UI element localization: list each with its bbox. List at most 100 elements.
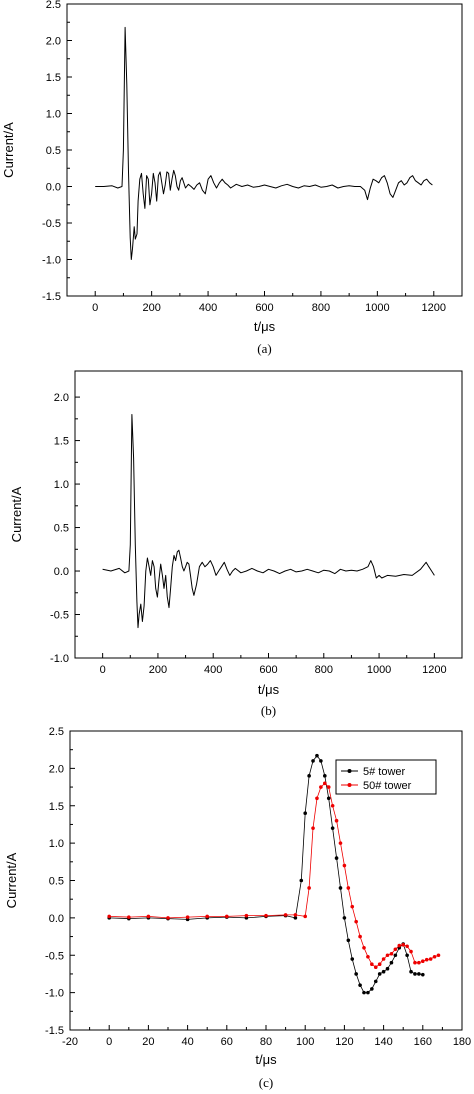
legend: 5# tower 50# tower: [335, 759, 437, 795]
data-point: [362, 990, 366, 995]
data-point: [366, 954, 370, 959]
plot-frame: [66, 3, 463, 297]
data-point: [299, 878, 304, 883]
x-tick-label: 80: [260, 1036, 272, 1048]
plot-frame: [74, 370, 463, 659]
data-point: [362, 945, 366, 950]
data-point: [264, 913, 268, 918]
data-point: [393, 953, 398, 958]
y-tick-label: 0.5: [46, 145, 61, 157]
legend-swatch-marker: [347, 783, 352, 787]
data-point: [393, 947, 398, 952]
data-point: [385, 953, 390, 958]
data-point: [358, 983, 362, 987]
x-tick-label: 1000: [367, 664, 391, 676]
x-tick-label: 0: [100, 664, 106, 676]
chart-panel-3: -20 0 20 40 60 80 100 120 140 160 180 -1.5 -1.0 -0.5 0…: [4, 726, 471, 1090]
y-tick-label: 1.5: [54, 436, 69, 448]
y-axis-label: Current/A: [4, 852, 19, 908]
x-tick-label: 800: [312, 302, 330, 314]
x-tick-label: 200: [149, 664, 167, 676]
x-tick-label: 20: [142, 1036, 154, 1048]
y-tick-label: 2.0: [46, 36, 61, 48]
data-point: [334, 856, 339, 860]
x-tick-label: 60: [221, 1036, 233, 1048]
y-tick-label: 1.0: [46, 109, 61, 121]
x-tick-label: 600: [255, 302, 273, 314]
x-tick-label: 400: [204, 664, 222, 676]
y-axis-label: Current/A: [1, 122, 16, 178]
data-point: [330, 826, 335, 830]
x-axis-label: t/μs: [258, 682, 280, 697]
x-tick-label: 160: [414, 1036, 432, 1048]
y-tick-label: 2.0: [49, 763, 64, 775]
y-tick-label: -0.5: [42, 218, 61, 230]
data-point: [377, 972, 382, 976]
data-point: [205, 914, 209, 919]
data-point: [293, 913, 298, 917]
x-tick-label: -20: [62, 1036, 78, 1048]
y-tick-label: -1.0: [42, 255, 61, 267]
data-point: [323, 774, 327, 778]
data-point: [417, 960, 421, 965]
data-point: [436, 953, 441, 958]
x-tick-label: 0: [106, 1036, 112, 1048]
x-tick-label: 140: [374, 1036, 392, 1048]
data-point: [377, 962, 382, 967]
data-point: [358, 934, 362, 939]
data-point: [381, 957, 386, 961]
y-tick-label: 1.0: [54, 479, 69, 491]
y-tick-label: -1.5: [45, 1025, 64, 1037]
data-point: [185, 915, 190, 919]
y-tick-label: 1.0: [49, 838, 64, 850]
data-point: [326, 785, 331, 789]
data-point: [107, 914, 111, 919]
data-point: [326, 796, 331, 801]
data-point: [323, 781, 327, 786]
y-tick-label: 0.0: [54, 566, 69, 578]
panel-caption: (c): [259, 1075, 273, 1090]
x-tick-label: 100: [296, 1036, 314, 1048]
data-point: [370, 962, 374, 967]
data-point: [334, 818, 339, 823]
data-point: [350, 904, 355, 909]
x-tick-label: 120: [335, 1036, 353, 1048]
chart-panel-2: 0 200 400 600 800 1000 1200 -1.0 -0.5 0.0 0.5 1.0 1.…: [9, 370, 463, 718]
data-point: [370, 987, 374, 991]
x-tick-label: 600: [259, 664, 277, 676]
x-tick-label: 0: [92, 302, 98, 314]
data-point: [432, 954, 437, 959]
data-point: [311, 759, 315, 763]
y-axis-label: Current/A: [9, 486, 24, 542]
data-point: [413, 960, 417, 965]
chart-panel-1: 0 200 400 600 800 1000 1200 -1.5 -1.0 -0.5 0.0 0.5 1…: [1, 0, 463, 356]
y-tick-label: 2.5: [49, 726, 64, 738]
data-point: [389, 960, 394, 965]
data-point: [338, 841, 343, 845]
y-tick-label: 0.0: [46, 182, 61, 194]
x-tick-label: 180: [453, 1036, 471, 1048]
data-point: [303, 914, 308, 919]
y-tick-label: 0.0: [49, 913, 64, 925]
data-point: [307, 774, 311, 778]
y-tick-label: 2.0: [54, 392, 69, 404]
data-point: [293, 916, 298, 920]
y-tick-label: -1.0: [45, 988, 64, 1000]
data-point: [330, 803, 335, 808]
data-point: [319, 785, 323, 789]
y-tick-label: 0.5: [54, 523, 69, 535]
x-tick-label: 1200: [422, 302, 446, 314]
data-point: [373, 979, 378, 984]
data-point: [428, 957, 433, 961]
data-point: [315, 796, 319, 801]
x-tick-label: 1200: [422, 664, 446, 676]
data-point: [413, 972, 417, 976]
data-point: [346, 886, 351, 890]
legend-label: 50# tower: [363, 780, 412, 792]
data-point: [338, 886, 343, 890]
panel-caption: (b): [261, 703, 276, 718]
data-point: [401, 942, 406, 947]
data-point: [405, 953, 409, 958]
y-tick-label: -1.5: [42, 291, 61, 303]
